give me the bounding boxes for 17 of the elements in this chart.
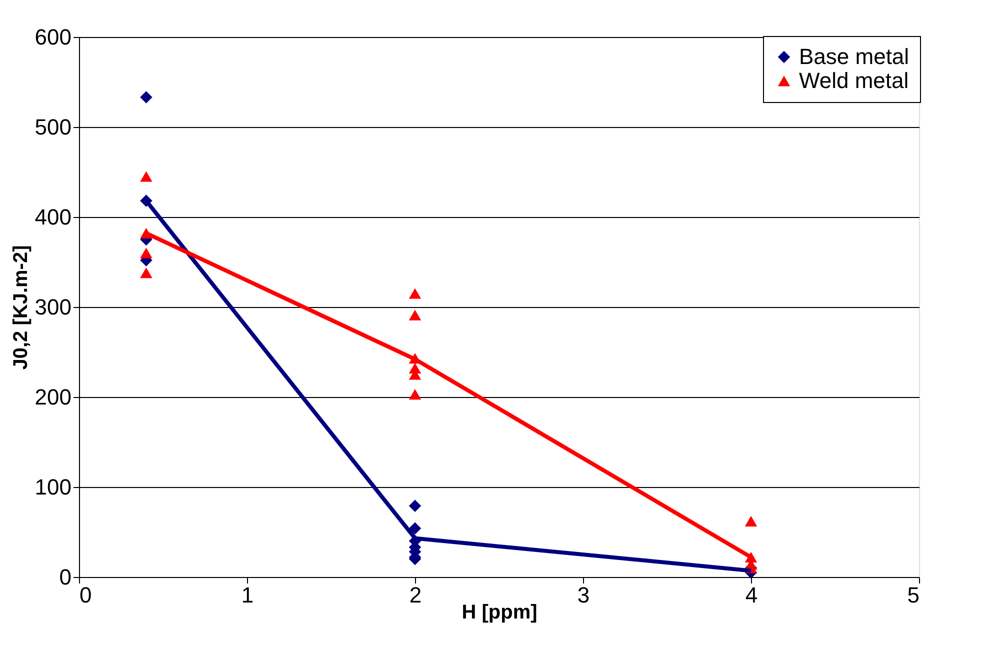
x-tick-label: 1 xyxy=(241,582,254,608)
y-tick-label: 500 xyxy=(34,114,72,140)
y-tick-label: 100 xyxy=(34,474,72,500)
y-tick-label: 0 xyxy=(59,564,72,590)
y-tick-label: 300 xyxy=(34,294,72,320)
y-tick-label: 600 xyxy=(34,24,72,50)
x-tick-label: 5 xyxy=(907,582,920,608)
legend-label: Base metal xyxy=(799,44,910,69)
legend-label: Weld metal xyxy=(799,68,909,93)
x-tick-label: 2 xyxy=(409,582,422,608)
x-tick-label: 0 xyxy=(80,582,92,608)
x-tick-label: 3 xyxy=(577,582,590,608)
y-tick-label: 200 xyxy=(34,384,72,410)
y-axis-title: J0,2 [KJ.m-2] xyxy=(10,245,32,370)
y-tick-label: 400 xyxy=(34,204,72,230)
x-tick-label: 4 xyxy=(745,582,758,608)
x-axis-title: H [ppm] xyxy=(462,602,538,624)
